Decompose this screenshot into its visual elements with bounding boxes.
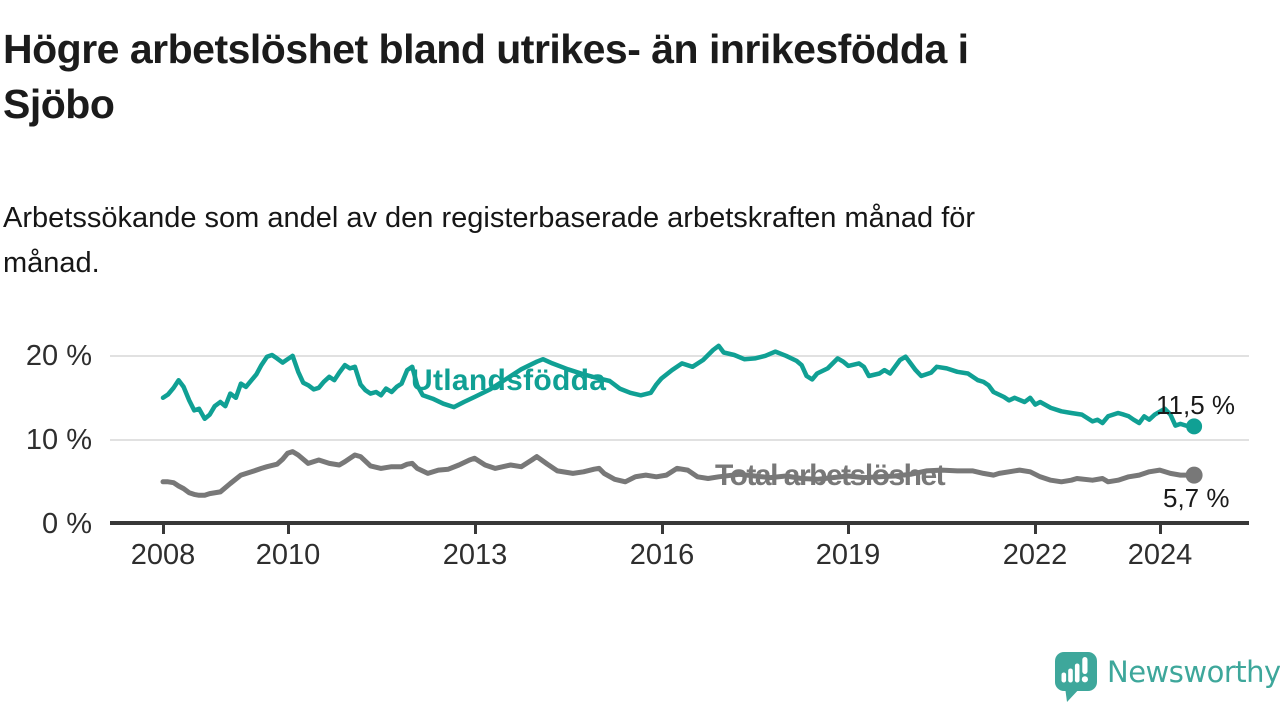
total-arbetsloshet-end-dot	[1185, 466, 1203, 484]
x-tick-2008	[161, 525, 165, 534]
x-axis-label-2024: 2024	[1127, 539, 1193, 571]
y-axis-label-10: 10 %	[25, 424, 92, 456]
x-tick-2019	[846, 525, 850, 534]
title-line-2: Sjöbo	[3, 81, 115, 127]
x-axis-label-2016: 2016	[629, 539, 695, 571]
y-axis-label-0: 0 %	[42, 508, 92, 540]
end-value-total: 5,7 %	[1163, 483, 1230, 513]
bar-chart-speech-bubble-icon	[1055, 652, 1097, 702]
x-tick-2016	[660, 525, 664, 534]
x-tick-2013	[473, 525, 477, 534]
page-title: Högre arbetslöshet bland utrikes- än inr…	[3, 22, 1265, 132]
y-axis-label-20: 20 %	[25, 340, 92, 372]
gridline-20pct	[110, 355, 1249, 357]
x-axis-label-2008: 2008	[130, 539, 196, 571]
x-axis-label-2013: 2013	[442, 539, 508, 571]
series-label-utlandsfodda: Utlandsfödda	[411, 364, 607, 397]
series-label-total-arbetsloshet: Total arbetslöshet	[715, 459, 946, 492]
x-tick-2022	[1033, 525, 1037, 534]
x-axis-label-2010: 2010	[255, 539, 321, 571]
total-arbetsloshet-line	[160, 449, 1197, 498]
x-tick-2024	[1158, 525, 1162, 534]
chart-subtitle: Arbetssökande som andel av den registerb…	[3, 196, 1243, 286]
subtitle-line-1: Arbetssökande som andel av den registerb…	[3, 202, 976, 234]
x-axis-line	[110, 521, 1249, 525]
gridline-10pct	[110, 439, 1249, 441]
subtitle-line-2: månad.	[3, 247, 100, 279]
end-value-utlandsfodda: 11,5 %	[1156, 390, 1236, 420]
utlandsfodda-line	[160, 343, 1197, 429]
utlandsfodda-end-dot	[1186, 418, 1203, 435]
x-axis-label-2022: 2022	[1002, 539, 1068, 571]
brand-name: Newsworthy	[1107, 655, 1280, 689]
x-axis-label-2019: 2019	[815, 539, 881, 571]
title-line-1: Högre arbetslöshet bland utrikes- än inr…	[3, 26, 969, 72]
newsworthy-logo: Newsworthy	[1054, 651, 1280, 703]
x-tick-2010	[286, 525, 290, 534]
